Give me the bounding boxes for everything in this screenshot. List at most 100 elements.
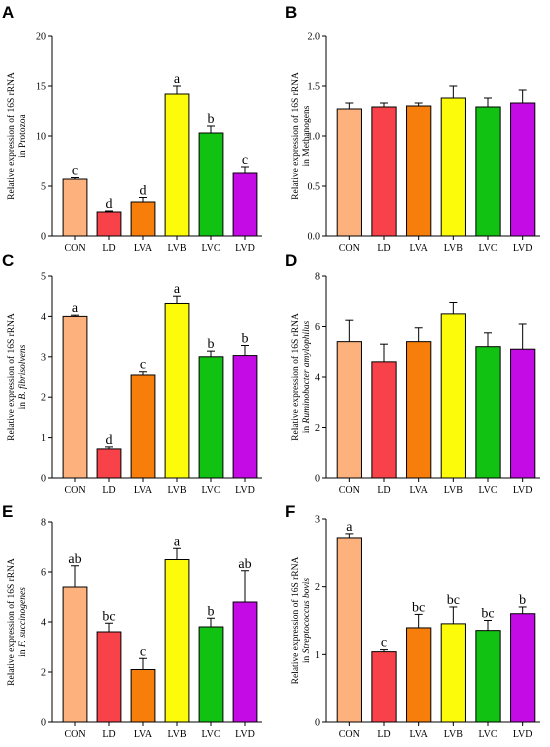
y-tick-label: 0 bbox=[41, 718, 46, 729]
bar-lvd bbox=[232, 172, 258, 237]
y-tick-label: 2.0 bbox=[308, 32, 321, 43]
x-tick-label: LD bbox=[377, 243, 390, 254]
bar-lvb bbox=[164, 302, 190, 479]
chart-panel-e: E 0 2 4 6 8 Relative expression of 16S rRNA in … bbox=[2, 502, 262, 740]
bar-lvc bbox=[475, 346, 501, 479]
y-axis-label-line1: Relative expression of 16S rRNA bbox=[290, 557, 301, 685]
x-tick-label: LVB bbox=[444, 243, 463, 254]
bar-con bbox=[336, 537, 362, 723]
bar-lva bbox=[130, 669, 156, 723]
bar-lvd bbox=[510, 348, 536, 479]
significance-letter: bc bbox=[412, 600, 425, 615]
y-axis-label-line1: Relative expression of 16S rRNA bbox=[6, 313, 17, 441]
y-tick-label: 15 bbox=[36, 82, 46, 93]
y-tick-label: 0.5 bbox=[308, 182, 321, 193]
y-tick-label: 1 bbox=[315, 650, 320, 661]
bar-lva bbox=[406, 105, 432, 237]
bar-lvc bbox=[198, 356, 224, 479]
y-axis-label-line2: in Ruminobacter amylophilus bbox=[302, 320, 312, 433]
y-tick-label: 0 bbox=[315, 474, 320, 485]
bar-ld bbox=[96, 631, 122, 723]
y-tick-label: 0 bbox=[41, 474, 46, 485]
y-tick-label: 2 bbox=[315, 582, 320, 593]
significance-letter: b bbox=[208, 337, 215, 352]
y-axis-label-line2: in Streptococcus bovis bbox=[302, 578, 312, 663]
x-tick-label: CON bbox=[64, 729, 85, 740]
significance-letter: b bbox=[208, 604, 215, 619]
bar-lvb bbox=[440, 623, 466, 723]
x-tick-label: LVD bbox=[513, 729, 533, 740]
significance-letter: bc bbox=[102, 609, 115, 624]
x-tick-label: LVC bbox=[201, 729, 220, 740]
y-axis-label-line1: Relative expression of 16S rRNA bbox=[290, 313, 301, 441]
x-tick-label: LVB bbox=[444, 485, 463, 496]
significance-letter: b bbox=[242, 331, 249, 346]
y-axis-label-taxon: in Protozoa bbox=[18, 113, 28, 157]
x-tick-label: LVB bbox=[167, 729, 186, 740]
x-tick-label: CON bbox=[339, 729, 360, 740]
significance-letter: c bbox=[140, 644, 146, 659]
y-tick-label: 1.0 bbox=[308, 132, 321, 143]
y-tick-label: 5 bbox=[41, 272, 46, 283]
y-axis-label-taxon: Ruminobacter amylophilus bbox=[302, 320, 312, 424]
significance-letter: a bbox=[346, 520, 353, 535]
y-axis-label-taxon: B. fibrisolvens bbox=[17, 344, 28, 399]
bar-ld bbox=[371, 106, 397, 237]
bar-lva bbox=[130, 201, 156, 237]
x-tick-label: LD bbox=[377, 729, 390, 740]
bar-lvd bbox=[510, 102, 536, 237]
y-axis-label-prefix: in bbox=[302, 423, 312, 433]
significance-letter: c bbox=[140, 358, 146, 373]
y-tick-label: 6 bbox=[41, 568, 46, 579]
significance-letter: d bbox=[106, 197, 113, 212]
significance-letter: a bbox=[174, 282, 181, 297]
bar-ld bbox=[96, 211, 122, 237]
significance-letter: c bbox=[72, 164, 78, 179]
bar-lvb bbox=[440, 97, 466, 237]
y-tick-label: 4 bbox=[41, 618, 46, 629]
bar-con bbox=[336, 108, 362, 237]
bar-lvb bbox=[164, 559, 190, 723]
bar-con bbox=[336, 341, 362, 479]
bar-lvb bbox=[164, 93, 190, 237]
significance-letter: ab bbox=[68, 552, 81, 567]
x-tick-label: LVD bbox=[235, 243, 255, 254]
bar-ld bbox=[371, 361, 397, 479]
y-axis-label-taxon: in Methanogens bbox=[302, 105, 312, 166]
significance-letter: ab bbox=[238, 557, 251, 572]
bar-lva bbox=[130, 374, 156, 479]
y-tick-label: 2 bbox=[41, 393, 46, 404]
y-tick-label: 3 bbox=[315, 515, 320, 526]
x-tick-label: LD bbox=[102, 729, 115, 740]
x-tick-label: LVA bbox=[409, 729, 428, 740]
significance-letter: bc bbox=[447, 593, 460, 608]
significance-letter: d bbox=[140, 184, 147, 199]
x-tick-label: LVA bbox=[409, 485, 428, 496]
bar-con bbox=[62, 315, 88, 479]
x-tick-label: LVC bbox=[201, 243, 220, 254]
y-tick-label: 0 bbox=[41, 232, 46, 243]
chart-panel-b: B 0.0 0.5 1.0 1.5 2.0 Relative expression of 1… bbox=[285, 3, 540, 254]
x-tick-label: LD bbox=[377, 485, 390, 496]
y-tick-label: 3 bbox=[41, 352, 46, 363]
significance-letter: d bbox=[106, 433, 113, 448]
bar-lva bbox=[406, 341, 432, 479]
panel-letter: F bbox=[285, 502, 295, 521]
y-tick-label: 5 bbox=[41, 182, 46, 193]
x-tick-label: CON bbox=[64, 485, 85, 496]
bar-con bbox=[62, 178, 88, 237]
y-axis-label-line2: in Methanogens bbox=[302, 105, 312, 166]
bar-lva bbox=[406, 627, 432, 723]
y-axis-label-line2: in B. fibrisolvens bbox=[17, 344, 28, 409]
x-tick-label: LVA bbox=[134, 243, 153, 254]
y-tick-label: 1.5 bbox=[308, 82, 321, 93]
y-tick-label: 8 bbox=[315, 272, 320, 283]
y-axis-label-line1: Relative expression of 16S rRNA bbox=[290, 72, 301, 200]
chart-panel-a: A 0 5 10 15 20 Relative expression of 16S rRNA… bbox=[2, 3, 262, 254]
y-tick-label: 0.0 bbox=[308, 232, 321, 243]
y-axis-label-line1: Relative expression of 16S rRNA bbox=[6, 72, 17, 200]
panel-letter: E bbox=[2, 502, 13, 521]
bar-ld bbox=[371, 651, 397, 723]
x-tick-label: CON bbox=[64, 243, 85, 254]
